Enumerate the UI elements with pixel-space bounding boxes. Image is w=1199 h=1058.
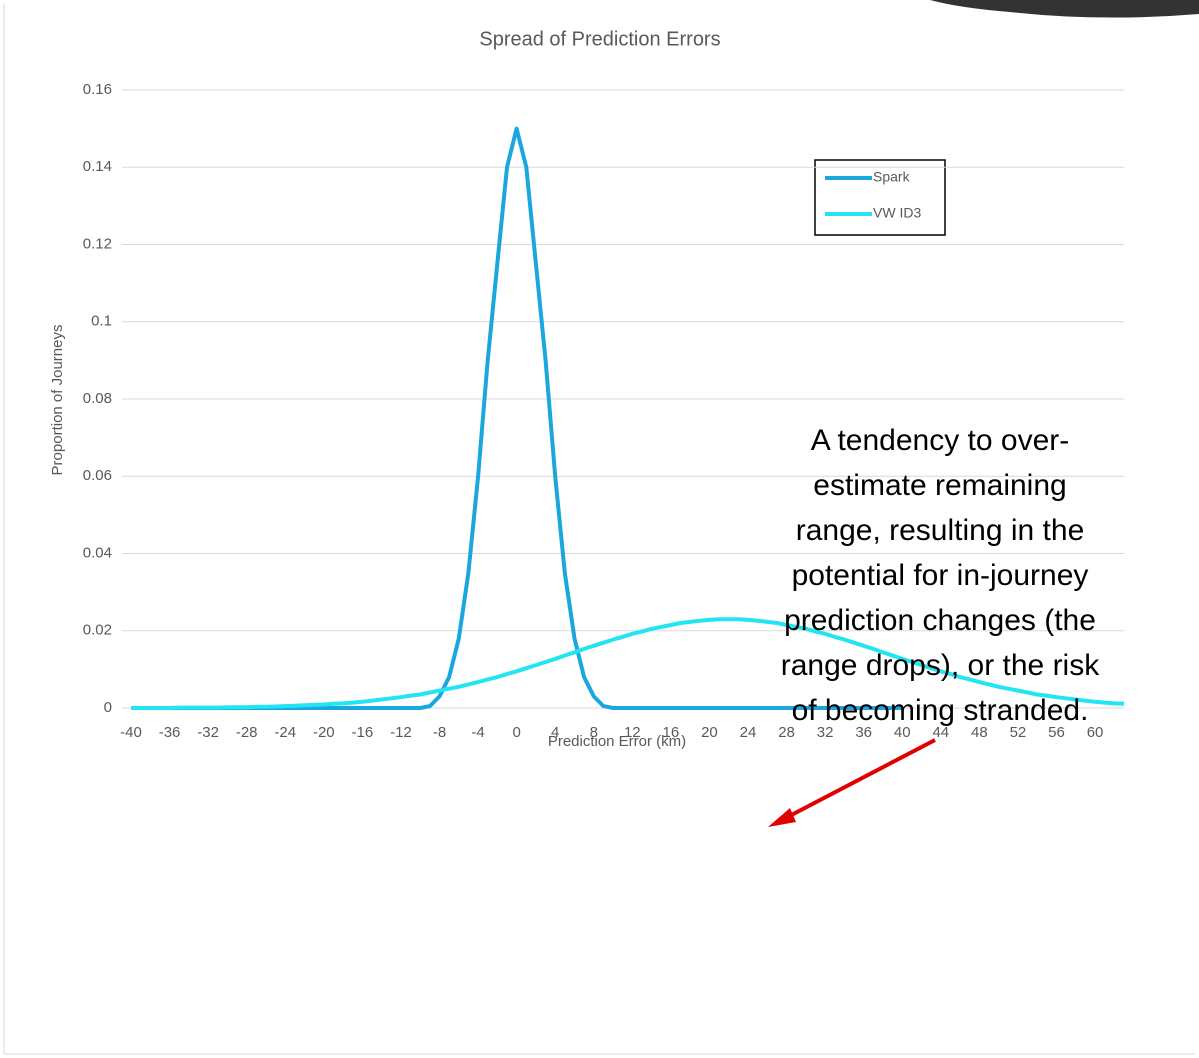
y-tick-label: 0.04 [83,544,112,561]
y-tick-label: 0.08 [83,390,112,407]
corner-image [930,0,1199,18]
x-tick-label: 28 [778,724,795,741]
x-tick-label: -32 [197,724,219,741]
x-tick-label: -12 [390,724,412,741]
x-tick-label: -16 [352,724,374,741]
y-tick-label: 0.1 [91,313,112,330]
y-tick-label: 0.06 [83,467,112,484]
x-tick-label: 48 [971,724,988,741]
x-tick-label: 56 [1048,724,1065,741]
legend-label: Spark [873,169,911,185]
annotation-arrowhead [768,808,796,827]
annotation-text: range drops), or the risk [781,649,1100,682]
x-tick-label: 32 [817,724,834,741]
x-tick-label: -20 [313,724,335,741]
y-tick-label: 0 [104,699,112,716]
annotation-text: prediction changes (the [784,604,1096,637]
y-axis-label: Proportion of Journeys [49,325,66,476]
y-tick-label: 0.02 [83,622,112,639]
x-tick-label: 20 [701,724,718,741]
x-tick-label: -8 [433,724,446,741]
x-tick-label: 60 [1087,724,1104,741]
annotation-text: estimate remaining [813,469,1066,502]
annotation-text: potential for in-journey [792,559,1089,592]
x-tick-label: -4 [471,724,484,741]
x-tick-label: -40 [120,724,142,741]
x-axis-label: Prediction Error (km) [548,733,686,750]
series-line [131,617,1125,710]
x-tick-label: -24 [274,724,296,741]
x-tick-label: 36 [855,724,872,741]
x-tick-label: 44 [932,724,949,741]
annotation-text: range, resulting in the [796,514,1085,547]
y-tick-label: 0.14 [83,158,112,175]
x-tick-label: -36 [159,724,181,741]
x-tick-label: 52 [1010,724,1027,741]
x-tick-label: -28 [236,724,258,741]
annotation-arrow [777,738,936,824]
annotation-text: A tendency to over- [811,424,1070,457]
chart-title: Spread of Prediction Errors [479,28,720,50]
y-tick-label: 0.12 [83,235,112,252]
legend-label: VW ID3 [873,205,921,221]
y-tick-label: 0.16 [83,81,112,98]
x-tick-label: 40 [894,724,911,741]
x-tick-label: 16 [663,724,680,741]
x-tick-label: 8 [590,724,598,741]
legend-box [814,159,946,236]
x-tick-label: 12 [624,724,641,741]
x-tick-label: 24 [740,724,757,741]
annotation-text: of becoming stranded. [792,694,1089,727]
x-tick-label: 0 [512,724,520,741]
x-tick-label: 4 [551,724,559,741]
